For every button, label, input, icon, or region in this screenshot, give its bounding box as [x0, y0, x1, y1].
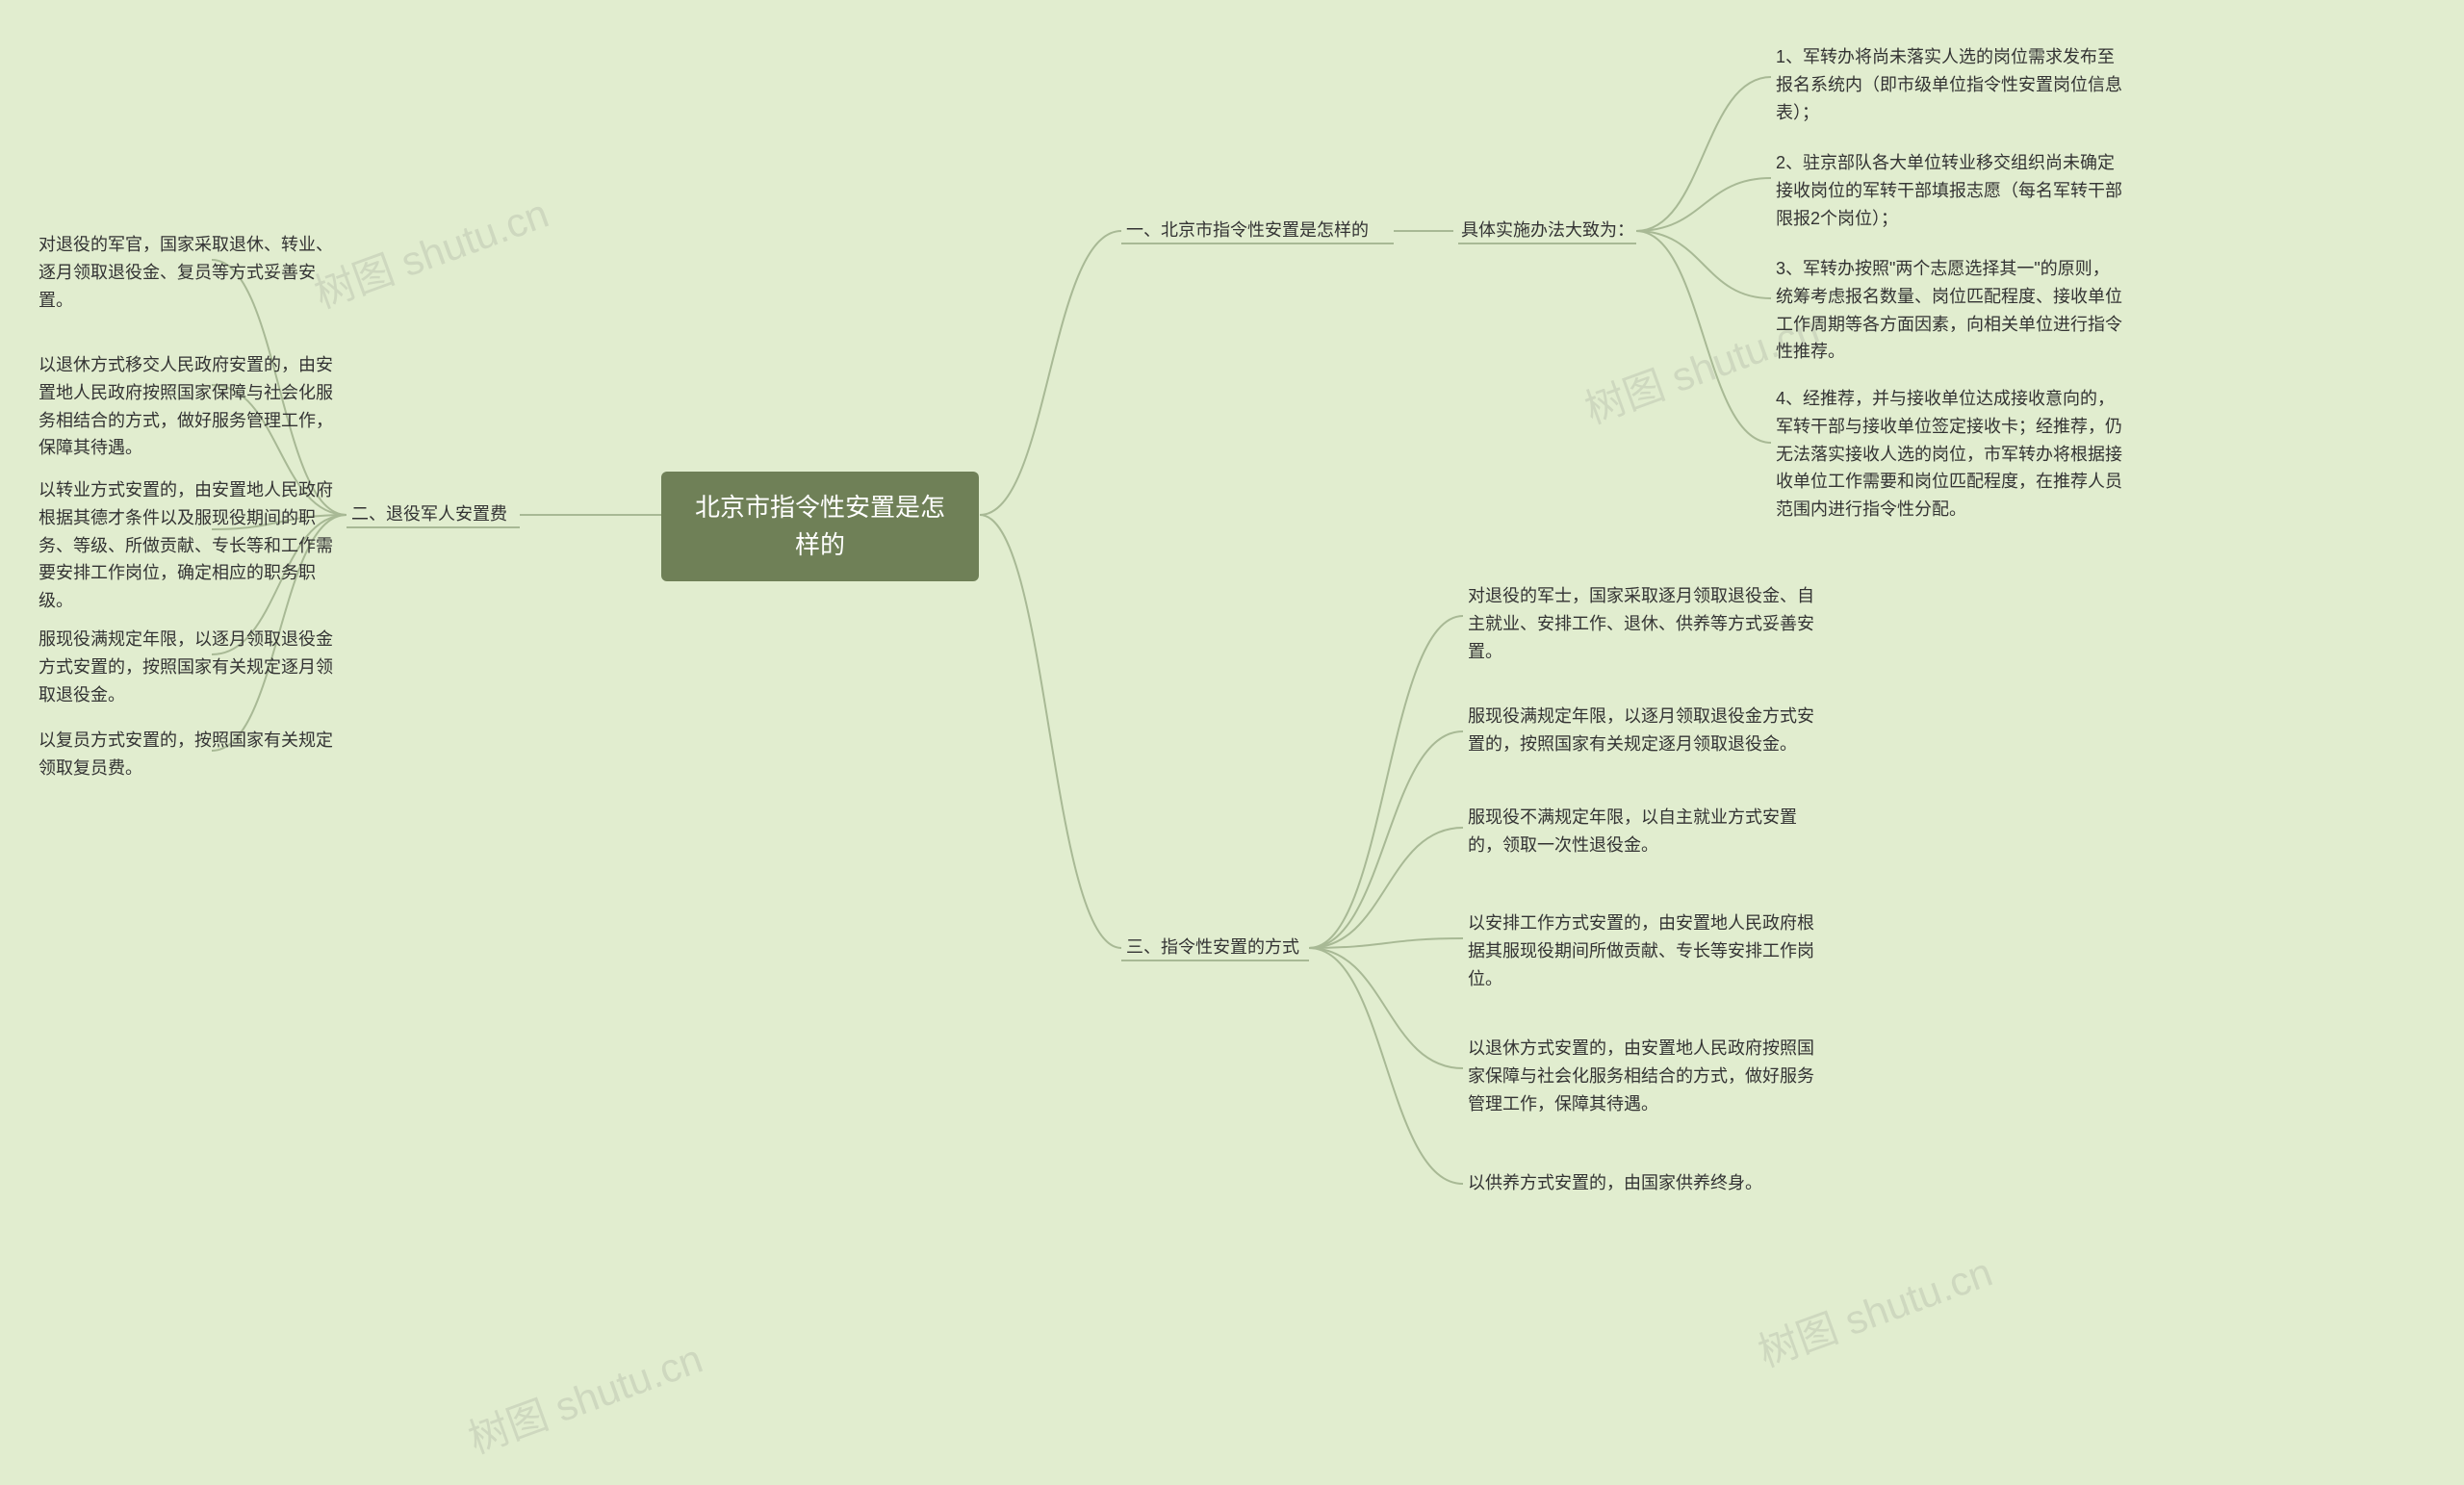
branch2-item-4-text: 以复员方式安置的，按照国家有关规定领取复员费。	[38, 730, 333, 778]
branch3-item-0: 对退役的军士，国家采取逐月领取退役金、自主就业、安排工作、退休、供养等方式妥善安…	[1468, 582, 1814, 665]
watermark: 树图 shutu.cn	[459, 1326, 709, 1465]
branch3-item-0-text: 对退役的军士，国家采取逐月领取退役金、自主就业、安排工作、退休、供养等方式妥善安…	[1468, 586, 1814, 661]
branch3-item-4: 以退休方式安置的，由安置地人民政府按照国家保障与社会化服务相结合的方式，做好服务…	[1468, 1035, 1814, 1117]
branch3-item-3: 以安排工作方式安置的，由安置地人民政府根据其服现役期间所做贡献、专长等安排工作岗…	[1468, 909, 1814, 992]
branch1-item-2-text: 3、军转办按照"两个志愿选择其一"的原则，统筹考虑报名数量、岗位匹配程度、接收单…	[1776, 259, 2122, 361]
branch2-item-1-text: 以退休方式移交人民政府安置的，由安置地人民政府按照国家保障与社会化服务相结合的方…	[38, 355, 333, 457]
branch3-title-text: 三、指令性安置的方式	[1126, 937, 1299, 957]
watermark: 树图 shutu.cn	[1749, 1240, 1999, 1378]
branch1-item-0: 1、军转办将尚未落实人选的岗位需求发布至报名系统内（即市级单位指令性安置岗位信息…	[1776, 43, 2122, 126]
branch1-item-0-text: 1、军转办将尚未落实人选的岗位需求发布至报名系统内（即市级单位指令性安置岗位信息…	[1776, 47, 2122, 122]
branch3-item-2-text: 服现役不满规定年限，以自主就业方式安置的，领取一次性退役金。	[1468, 807, 1797, 855]
branch1-item-3: 4、经推荐，并与接收单位达成接收意向的，军转干部与接收单位签定接收卡；经推荐，仍…	[1776, 385, 2122, 524]
branch3-item-1-text: 服现役满规定年限，以逐月领取退役金方式安置的，按照国家有关规定逐月领取退役金。	[1468, 706, 1814, 754]
branch3-item-3-text: 以安排工作方式安置的，由安置地人民政府根据其服现役期间所做贡献、专长等安排工作岗…	[1468, 913, 1814, 988]
branch1-item-1-text: 2、驻京部队各大单位转业移交组织尚未确定接收岗位的军转干部填报志愿（每名军转干部…	[1776, 153, 2122, 228]
branch2-item-3-text: 服现役满规定年限，以逐月领取退役金方式安置的，按照国家有关规定逐月领取退役金。	[38, 629, 333, 704]
branch3-title: 三、指令性安置的方式	[1126, 934, 1299, 961]
branch2-item-2-text: 以转业方式安置的，由安置地人民政府根据其德才条件以及服现役期间的职务、等级、所做…	[38, 480, 333, 610]
branch1-sub: 具体实施办法大致为：	[1461, 217, 1634, 244]
branch2-title: 二、退役军人安置费	[351, 500, 507, 528]
branch2-item-0-text: 对退役的军官，国家采取退休、转业、逐月领取退役金、复员等方式妥善安置。	[38, 235, 333, 310]
branch1-title: 一、北京市指令性安置是怎样的	[1126, 217, 1369, 244]
branch1-item-3-text: 4、经推荐，并与接收单位达成接收意向的，军转干部与接收单位签定接收卡；经推荐，仍…	[1776, 389, 2122, 519]
branch1-item-2: 3、军转办按照"两个志愿选择其一"的原则，统筹考虑报名数量、岗位匹配程度、接收单…	[1776, 255, 2122, 366]
branch3-item-5: 以供养方式安置的，由国家供养终身。	[1468, 1169, 1762, 1197]
branch2-item-4: 以复员方式安置的，按照国家有关规定领取复员费。	[38, 727, 346, 782]
branch2-title-text: 二、退役军人安置费	[351, 504, 507, 524]
branch2-item-0: 对退役的军官，国家采取退休、转业、逐月领取退役金、复员等方式妥善安置。	[38, 231, 346, 314]
root-text: 北京市指令性安置是怎样的	[695, 493, 945, 559]
branch3-item-5-text: 以供养方式安置的，由国家供养终身。	[1468, 1173, 1762, 1192]
branch2-item-2: 以转业方式安置的，由安置地人民政府根据其德才条件以及服现役期间的职务、等级、所做…	[38, 476, 346, 615]
branch2-item-3: 服现役满规定年限，以逐月领取退役金方式安置的，按照国家有关规定逐月领取退役金。	[38, 626, 346, 708]
branch1-item-1: 2、驻京部队各大单位转业移交组织尚未确定接收岗位的军转干部填报志愿（每名军转干部…	[1776, 149, 2122, 232]
branch3-item-4-text: 以退休方式安置的，由安置地人民政府按照国家保障与社会化服务相结合的方式，做好服务…	[1468, 1038, 1814, 1114]
branch3-item-2: 服现役不满规定年限，以自主就业方式安置的，领取一次性退役金。	[1468, 804, 1814, 859]
branch1-sub-text: 具体实施办法大致为：	[1461, 220, 1634, 240]
branch1-title-text: 一、北京市指令性安置是怎样的	[1126, 220, 1369, 240]
branch3-item-1: 服现役满规定年限，以逐月领取退役金方式安置的，按照国家有关规定逐月领取退役金。	[1468, 703, 1814, 758]
root-node: 北京市指令性安置是怎样的	[661, 472, 979, 581]
branch2-item-1: 以退休方式移交人民政府安置的，由安置地人民政府按照国家保障与社会化服务相结合的方…	[38, 351, 346, 462]
